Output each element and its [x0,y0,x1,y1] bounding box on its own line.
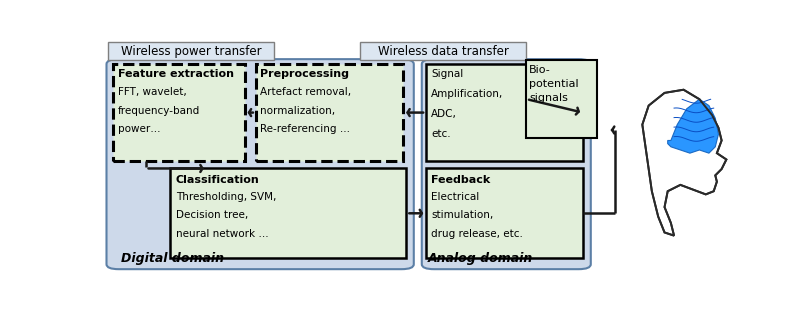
Text: Preprocessing: Preprocessing [260,69,349,79]
Text: Decision tree,: Decision tree, [176,210,248,220]
FancyBboxPatch shape [426,168,583,258]
Text: ADC,: ADC, [431,109,457,119]
Text: Thresholding, SVM,: Thresholding, SVM, [176,192,276,202]
Text: Signal: Signal [431,69,463,79]
Text: Wireless data transfer: Wireless data transfer [377,45,509,57]
FancyBboxPatch shape [360,42,527,60]
Text: stimulation,: stimulation, [431,210,493,220]
Polygon shape [642,90,726,236]
Text: drug release, etc.: drug release, etc. [431,229,523,239]
FancyBboxPatch shape [113,64,245,161]
Text: etc.: etc. [431,130,450,139]
Text: Feedback: Feedback [431,174,490,185]
FancyBboxPatch shape [426,64,583,161]
Text: Artefact removal,: Artefact removal, [260,87,351,97]
FancyBboxPatch shape [422,59,591,269]
Text: Analog domain: Analog domain [428,252,533,265]
FancyBboxPatch shape [109,42,274,60]
Text: normalization,: normalization, [260,106,335,116]
Text: Classification: Classification [176,174,259,185]
FancyBboxPatch shape [527,60,597,138]
Text: FFT, wavelet,: FFT, wavelet, [117,87,186,97]
FancyBboxPatch shape [106,59,414,269]
Text: Digital domain: Digital domain [121,252,224,265]
Text: Amplification,: Amplification, [431,89,504,99]
Text: Feature extraction: Feature extraction [117,69,234,79]
Text: neural network …: neural network … [176,229,269,239]
Text: Bio-
potential
signals: Bio- potential signals [530,65,579,103]
FancyBboxPatch shape [256,64,404,161]
Text: power…: power… [117,124,160,134]
Polygon shape [668,99,718,153]
Text: Re-referencing …: Re-referencing … [260,124,351,134]
Text: frequency-band: frequency-band [117,106,200,116]
FancyBboxPatch shape [170,168,407,258]
Text: Electrical: Electrical [431,192,479,202]
Text: Wireless power transfer: Wireless power transfer [121,45,262,57]
